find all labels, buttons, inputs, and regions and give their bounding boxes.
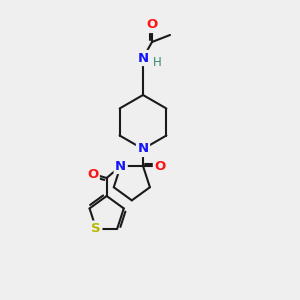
Text: S: S (91, 222, 101, 235)
Text: N: N (137, 142, 148, 155)
Text: N: N (115, 160, 126, 172)
Text: O: O (146, 19, 158, 32)
Text: O: O (154, 160, 166, 172)
Text: H: H (153, 56, 161, 68)
Text: N: N (137, 52, 148, 64)
Text: O: O (87, 167, 98, 181)
